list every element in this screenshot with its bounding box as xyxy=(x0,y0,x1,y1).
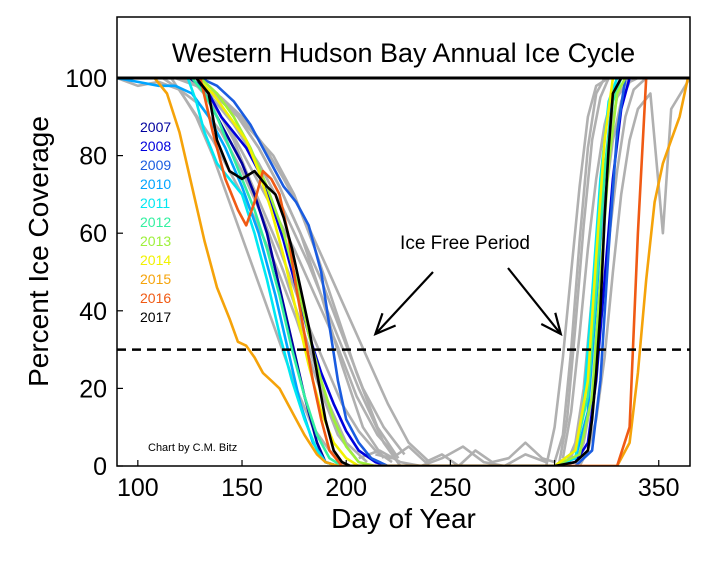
chart-credit: Chart by C.M. Bitz xyxy=(148,442,237,454)
right-arrow-head xyxy=(540,312,563,337)
series-line-2009 xyxy=(199,76,627,466)
y-tick-label-0: 0 xyxy=(93,453,107,481)
chart-title: Western Hudson Bay Annual Ice Cycle xyxy=(172,38,635,68)
legend-entry-2011: 2011 xyxy=(140,195,170,211)
left-arrow-shaft xyxy=(374,271,434,335)
legend-entry-2017: 2017 xyxy=(140,309,171,325)
background-series-line-10 xyxy=(117,76,385,459)
background-series-line-11 xyxy=(375,441,555,466)
x-axis-ticks: 100 150 200 250 300 350 xyxy=(117,460,680,502)
x-tick-label-300: 300 xyxy=(534,474,576,502)
x-tick-label-100: 100 xyxy=(117,474,159,502)
y-axis-label: Percent Ice Coverage xyxy=(23,116,54,387)
legend-entry-2013: 2013 xyxy=(140,233,171,249)
series-line-2012 xyxy=(190,77,623,466)
series-line-2016 xyxy=(199,77,648,466)
x-tick-label-150: 150 xyxy=(221,474,263,502)
plot-frame xyxy=(116,16,691,467)
legend-entry-2012: 2012 xyxy=(140,214,171,230)
y-tick-label-80: 80 xyxy=(79,143,107,171)
x-tick-label-350: 350 xyxy=(638,474,680,502)
right-arrow-shaft xyxy=(507,267,562,335)
series-line-2011 xyxy=(186,77,619,466)
legend: 2007 2008 2009 2010 2011 2012 2013 2014 2015 2016… xyxy=(140,119,171,325)
y-tick-label-20: 20 xyxy=(79,375,107,403)
x-tick-label-200: 200 xyxy=(325,474,367,502)
y-tick-label-40: 40 xyxy=(79,298,107,326)
ice-free-period-annotation: Ice Free Period xyxy=(400,233,530,254)
legend-entry-2014: 2014 xyxy=(140,252,171,268)
background-series-line-6 xyxy=(117,76,400,459)
series-line-2014 xyxy=(195,77,615,466)
legend-entry-2015: 2015 xyxy=(140,271,171,287)
y-tick-label-100: 100 xyxy=(65,65,107,93)
y-axis-ticks: 0 20 40 60 80 100 xyxy=(65,65,123,481)
background-series-line-12 xyxy=(358,445,547,466)
left-arrow-head xyxy=(373,312,397,337)
legend-entry-2010: 2010 xyxy=(140,176,171,192)
annotation-arrows xyxy=(373,267,563,337)
legend-entry-2007: 2007 xyxy=(140,119,171,135)
background-series-line-2 xyxy=(117,76,400,460)
y-tick-label-60: 60 xyxy=(79,220,107,248)
x-tick-label-250: 250 xyxy=(430,474,472,502)
legend-entry-2016: 2016 xyxy=(140,290,171,306)
legend-entry-2009: 2009 xyxy=(140,157,171,173)
series-line-2015 xyxy=(153,77,690,466)
x-axis-label: Day of Year xyxy=(331,503,476,534)
legend-entry-2008: 2008 xyxy=(140,138,171,154)
